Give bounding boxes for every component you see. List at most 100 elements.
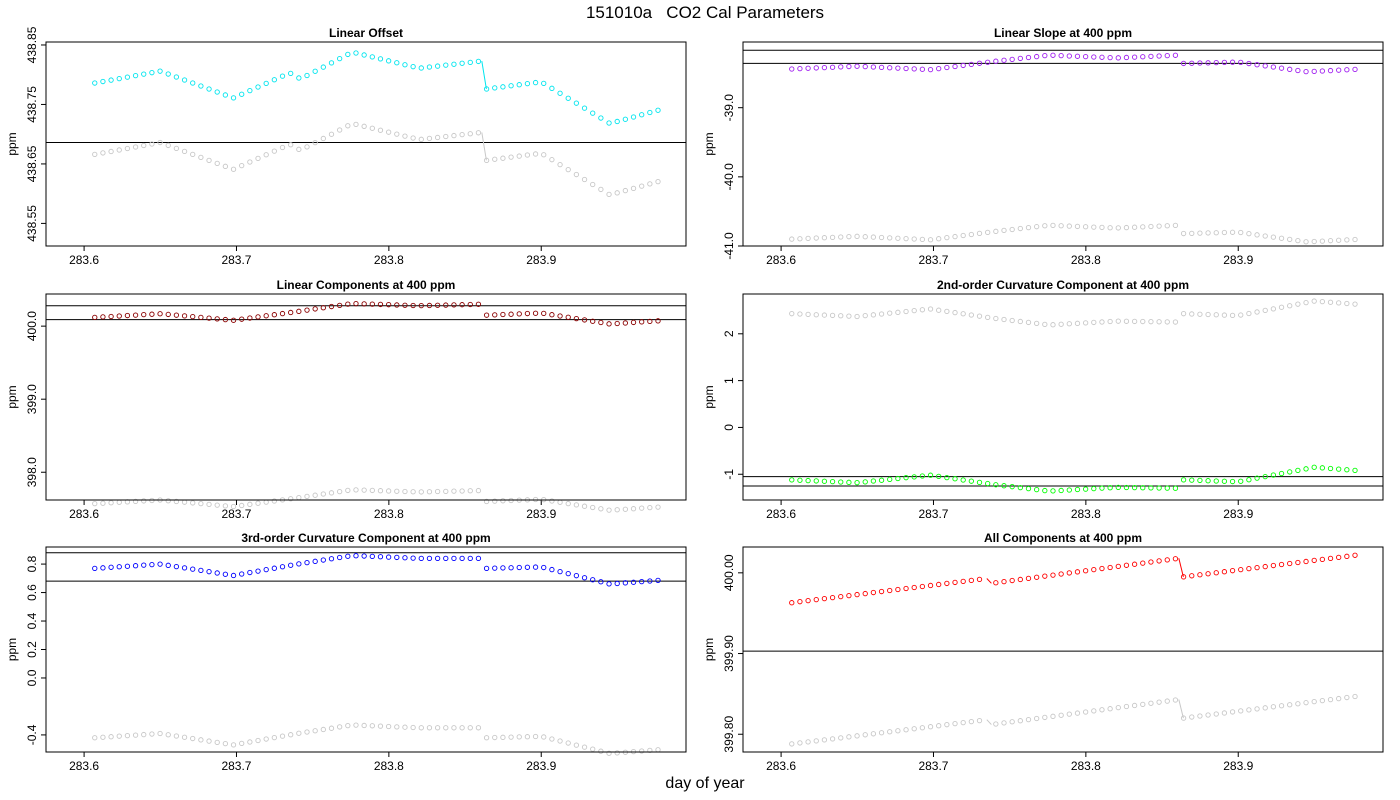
gray-data-point (1050, 713, 1056, 719)
gray-data-point (1099, 707, 1105, 713)
gray-data-point (846, 234, 852, 240)
y-tick-label: 0.8 (25, 555, 39, 572)
gray-data-point (434, 725, 441, 731)
data-point (124, 74, 131, 80)
data-point (1197, 572, 1203, 578)
data-point (173, 74, 180, 80)
data-point (1082, 568, 1089, 574)
gray-data-point (141, 731, 147, 738)
gray-data-point (541, 734, 547, 740)
gray-data-point (1115, 225, 1121, 231)
data-point (1042, 487, 1048, 494)
gray-data-point (976, 230, 983, 237)
y-tick-label: 400.0 (25, 311, 39, 341)
data-point (805, 477, 811, 484)
gray-data-point (821, 737, 828, 743)
gray-data-point (239, 162, 245, 169)
data-point (1262, 563, 1268, 570)
data-point (895, 65, 901, 71)
x-tick-label: 283.7 (221, 759, 251, 773)
gray-data-point (255, 155, 261, 162)
data-point (410, 302, 416, 309)
gray-data-point (1009, 719, 1015, 725)
data-point (426, 555, 433, 562)
segment-connector-gray (986, 719, 992, 725)
data-point (328, 303, 335, 310)
data-point (1278, 470, 1285, 477)
gray-data-point (467, 488, 473, 494)
data-point (410, 555, 416, 561)
data-point (434, 302, 441, 308)
data-point (1123, 562, 1130, 568)
data-point (198, 314, 204, 321)
x-tick-label: 283.9 (526, 253, 556, 267)
gray-data-point (1229, 229, 1236, 235)
data-point (1319, 68, 1326, 74)
data-point (1140, 485, 1146, 491)
gray-data-point (878, 311, 885, 317)
gray-data-point (100, 150, 106, 156)
data-point (1344, 553, 1350, 559)
gray-data-point (1017, 318, 1023, 325)
data-point (854, 591, 860, 598)
segment-connector (986, 578, 992, 584)
gray-data-point (100, 500, 106, 506)
data-point (108, 564, 114, 570)
data-point (304, 72, 310, 79)
y-tick-label: -40.0 (722, 163, 736, 191)
gray-data-point (1017, 225, 1023, 232)
data-point (500, 84, 506, 90)
gray-data-point (1180, 230, 1187, 237)
data-point (369, 54, 375, 60)
gray-data-point (887, 310, 893, 316)
gray-data-point (467, 131, 473, 137)
x-tick-label: 283.6 (766, 253, 796, 267)
data-point (190, 80, 196, 86)
data-point (124, 312, 131, 319)
gray-data-point (1278, 235, 1285, 241)
gray-data-point (92, 501, 98, 507)
data-point (887, 65, 893, 71)
gray-data-point (369, 487, 375, 494)
gray-data-point (1148, 223, 1154, 230)
gray-data-point (312, 728, 318, 734)
data-point (1099, 565, 1105, 572)
gray-data-point (304, 144, 310, 150)
gray-data-point (1311, 298, 1317, 304)
panel-2: Linear Slope at 400 ppm ppm 283.6 283.7 283.… (702, 26, 1384, 267)
gray-data-point (206, 157, 212, 164)
gray-data-point (410, 724, 416, 731)
data-point (271, 312, 277, 318)
data-point (549, 312, 555, 318)
gray-data-point (919, 307, 926, 313)
y-tick-label: 0.2 (25, 641, 39, 658)
gray-data-point (92, 735, 98, 741)
gray-data-point (214, 739, 220, 746)
gray-data-point (590, 504, 596, 511)
data-point (838, 593, 844, 600)
data-point (1213, 570, 1219, 576)
gray-data-point (181, 734, 188, 740)
gray-data-point (1213, 230, 1219, 236)
data-point (377, 301, 384, 308)
gray-data-point (829, 234, 836, 241)
panel-3: Linear Components at 400 ppm ppm 283.6 283.… (5, 278, 687, 521)
data-point (1303, 68, 1309, 75)
gray-data-point (239, 740, 245, 747)
gray-data-point (870, 234, 877, 240)
data-point (361, 52, 367, 58)
data-point (1180, 477, 1187, 483)
data-point (1229, 568, 1236, 574)
gray-data-point (426, 135, 433, 142)
gray-data-point (813, 738, 819, 744)
data-point (361, 301, 367, 307)
gray-data-point (1303, 299, 1309, 306)
data-point (141, 71, 147, 77)
gray-data-point (426, 489, 433, 495)
data-point (532, 564, 539, 570)
gray-data-point (1278, 703, 1285, 709)
data-point (247, 315, 253, 321)
gray-data-point (500, 498, 506, 504)
data-point (1017, 484, 1023, 491)
gray-data-point (1287, 303, 1293, 309)
